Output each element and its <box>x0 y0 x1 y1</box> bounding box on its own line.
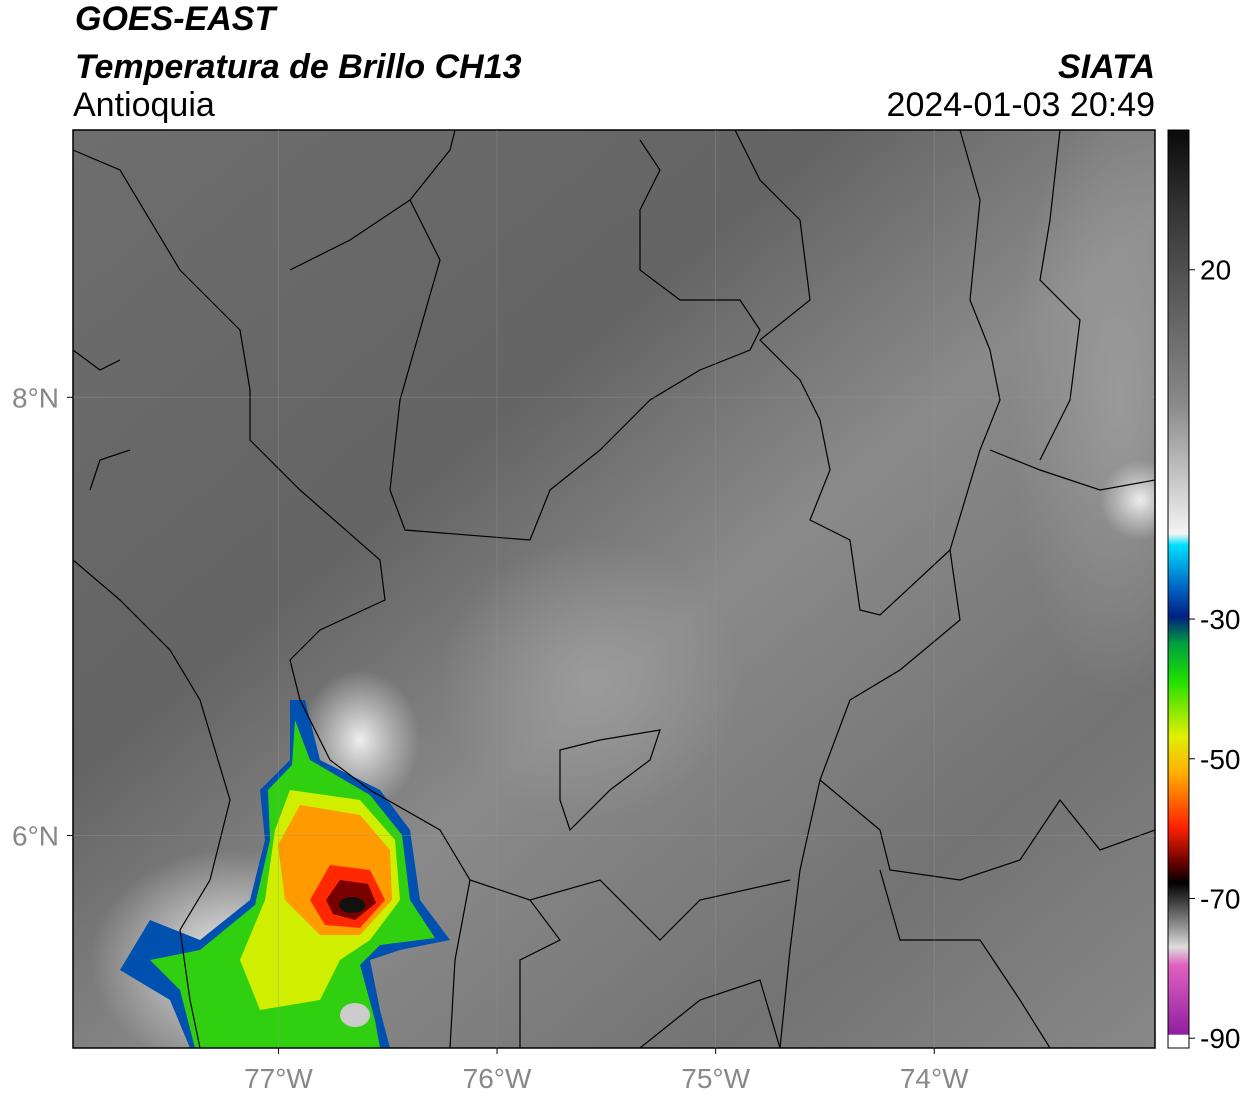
colorbar-tick-label: 20 <box>1200 255 1231 286</box>
x-tick-label: 74°W <box>900 1063 969 1094</box>
colorbar-tick-label: -30 <box>1200 604 1240 635</box>
colorbar-tick-label: -90 <box>1200 1023 1240 1054</box>
colorbar-tick-label: -50 <box>1200 744 1240 775</box>
x-tick-label: 77°W <box>244 1063 313 1094</box>
bright-area <box>1010 130 1155 700</box>
storm <box>120 700 450 1048</box>
map-frame <box>72 129 1156 1049</box>
source: SIATA <box>1058 48 1155 86</box>
datetime: 2024-01-03 20:49 <box>887 86 1155 124</box>
subtitle: Temperatura de Brillo CH13 <box>75 48 522 86</box>
x-tick-label: 75°W <box>681 1063 750 1094</box>
colorbar <box>1167 129 1190 1049</box>
colorbar-tick-label: -70 <box>1200 883 1240 914</box>
map-imagery <box>73 130 1155 1048</box>
region: Antioquia <box>73 86 215 124</box>
cold-spot <box>1100 460 1155 540</box>
bright-area <box>440 540 740 820</box>
y-tick-label: 6°N <box>12 820 59 851</box>
title: GOES-EAST <box>75 0 278 38</box>
y-tick-label: 8°N <box>12 382 59 413</box>
x-tick-label: 76°W <box>463 1063 532 1094</box>
boundaries <box>73 130 1155 1048</box>
